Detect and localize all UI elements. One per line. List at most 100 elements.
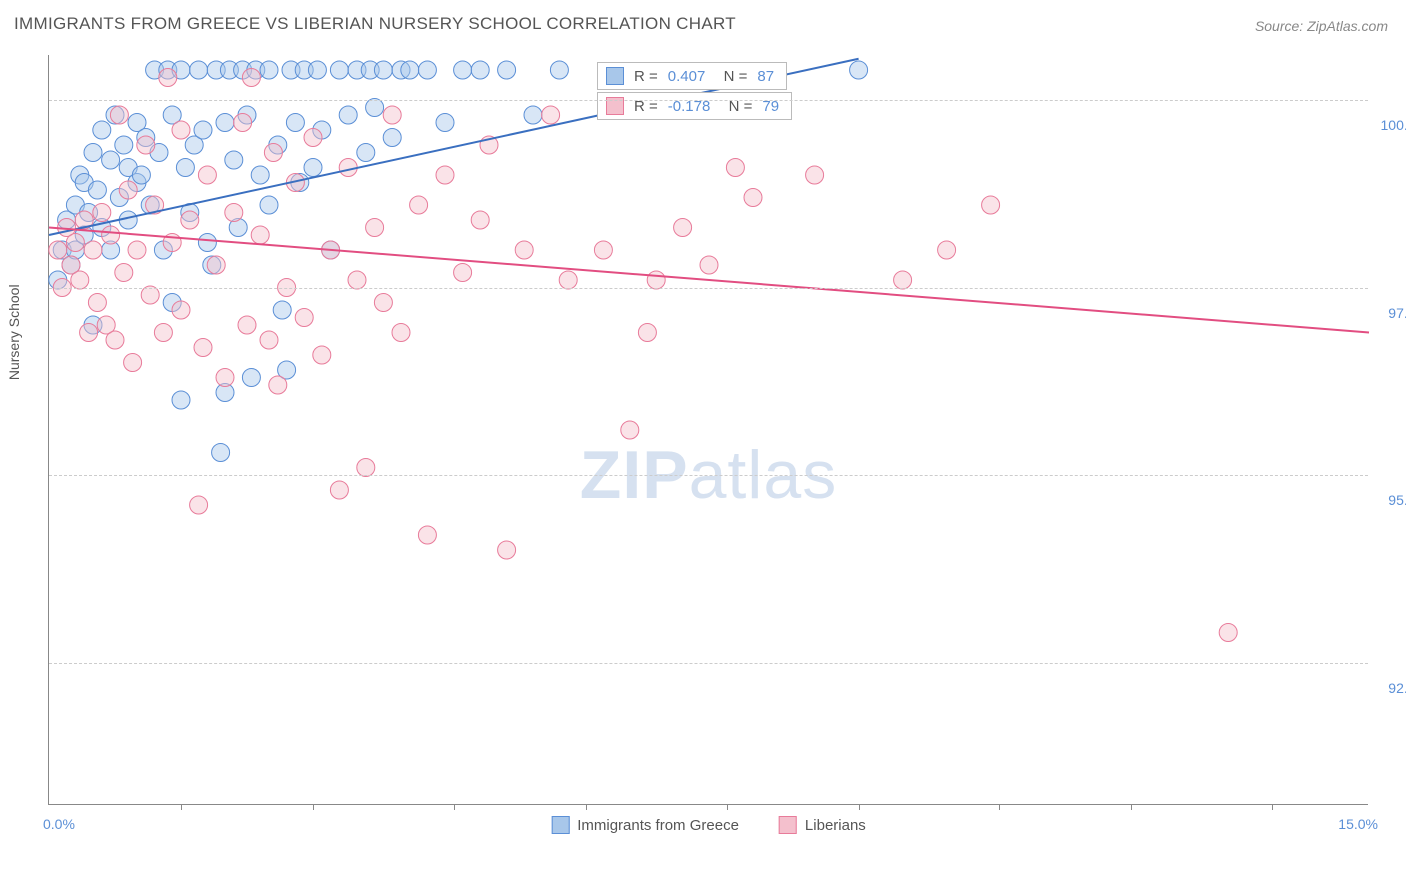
scatter-point <box>260 61 278 79</box>
y-tick-label: 97.5% <box>1388 305 1406 321</box>
scatter-point <box>982 196 1000 214</box>
scatter-point <box>1219 624 1237 642</box>
scatter-point <box>88 294 106 312</box>
bottom-legend-item: Immigrants from Greece <box>551 816 739 834</box>
stat-n-value: 87 <box>757 68 774 85</box>
scatter-point <box>436 166 454 184</box>
scatter-point <box>251 226 269 244</box>
scatter-point <box>410 196 428 214</box>
scatter-point <box>524 106 542 124</box>
scatter-point <box>102 226 120 244</box>
scatter-point <box>304 129 322 147</box>
scatter-point <box>234 114 252 132</box>
scatter-point <box>647 271 665 289</box>
scatter-point <box>225 151 243 169</box>
scatter-point <box>594 241 612 259</box>
scatter-point <box>176 159 194 177</box>
x-axis-max-label: 15.0% <box>1338 816 1378 832</box>
scatter-point <box>128 241 146 259</box>
scatter-point <box>80 324 98 342</box>
scatter-point <box>88 181 106 199</box>
scatter-point <box>132 166 150 184</box>
scatter-point <box>454 61 472 79</box>
chart-source: Source: ZipAtlas.com <box>1255 18 1388 34</box>
scatter-point <box>418 526 436 544</box>
legend-swatch <box>551 816 569 834</box>
scatter-point <box>93 204 111 222</box>
scatter-point <box>66 234 84 252</box>
scatter-point <box>559 271 577 289</box>
scatter-point <box>498 61 516 79</box>
scatter-point <box>542 106 560 124</box>
scatter-point <box>251 166 269 184</box>
scatter-point <box>260 196 278 214</box>
scatter-point <box>124 354 142 372</box>
legend-swatch <box>779 816 797 834</box>
scatter-point <box>198 166 216 184</box>
scatter-point <box>471 211 489 229</box>
scatter-point <box>330 61 348 79</box>
scatter-svg <box>49 55 1368 804</box>
x-tick <box>454 804 455 810</box>
scatter-point <box>850 61 868 79</box>
scatter-point <box>806 166 824 184</box>
scatter-point <box>894 271 912 289</box>
scatter-point <box>269 376 287 394</box>
scatter-point <box>330 481 348 499</box>
y-tick-label: 100.0% <box>1381 117 1406 133</box>
scatter-point <box>137 136 155 154</box>
scatter-point <box>190 61 208 79</box>
scatter-point <box>194 121 212 139</box>
scatter-point <box>115 264 133 282</box>
scatter-point <box>273 301 291 319</box>
scatter-point <box>110 106 128 124</box>
scatter-point <box>181 211 199 229</box>
scatter-point <box>172 121 190 139</box>
scatter-point <box>339 106 357 124</box>
grid-line <box>49 663 1368 664</box>
scatter-point <box>304 159 322 177</box>
stat-r-label: R = <box>634 68 658 85</box>
scatter-point <box>700 256 718 274</box>
scatter-point <box>313 346 331 364</box>
scatter-point <box>212 444 230 462</box>
scatter-point <box>515 241 533 259</box>
scatter-point <box>295 309 313 327</box>
scatter-point <box>242 69 260 87</box>
scatter-point <box>357 459 375 477</box>
x-tick <box>1131 804 1132 810</box>
scatter-point <box>374 61 392 79</box>
scatter-point <box>159 69 177 87</box>
scatter-point <box>454 264 472 282</box>
scatter-point <box>744 189 762 207</box>
chart-title: IMMIGRANTS FROM GREECE VS LIBERIAN NURSE… <box>14 14 736 34</box>
scatter-point <box>374 294 392 312</box>
scatter-point <box>308 61 326 79</box>
stat-n-label: N = <box>715 68 747 85</box>
scatter-point <box>172 301 190 319</box>
x-tick <box>727 804 728 810</box>
scatter-point <box>938 241 956 259</box>
scatter-point <box>260 331 278 349</box>
scatter-point <box>154 324 172 342</box>
grid-line <box>49 100 1368 101</box>
scatter-point <box>207 256 225 274</box>
scatter-point <box>84 241 102 259</box>
scatter-point <box>225 204 243 222</box>
scatter-point <box>357 144 375 162</box>
scatter-point <box>190 496 208 514</box>
legend-label: Liberians <box>805 817 866 834</box>
stat-r-value: 0.407 <box>668 68 706 85</box>
scatter-point <box>216 114 234 132</box>
scatter-point <box>383 106 401 124</box>
bottom-legend-item: Liberians <box>779 816 866 834</box>
scatter-point <box>71 271 89 289</box>
x-tick <box>181 804 182 810</box>
scatter-point <box>621 421 639 439</box>
scatter-point <box>141 286 159 304</box>
scatter-point <box>366 219 384 237</box>
grid-line <box>49 288 1368 289</box>
scatter-point <box>49 241 67 259</box>
scatter-point <box>286 114 304 132</box>
x-tick <box>1272 804 1273 810</box>
